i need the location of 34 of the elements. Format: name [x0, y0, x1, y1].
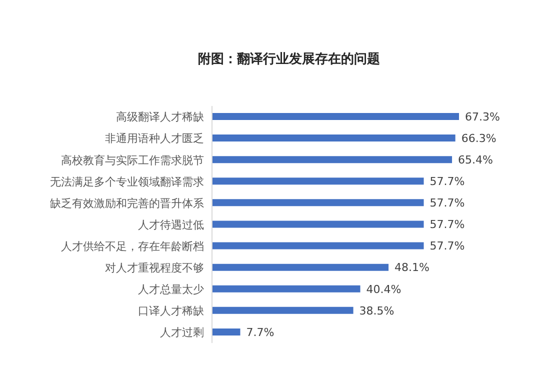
y-tick-label: 高校教育与实际工作需求脱节 — [61, 154, 204, 167]
data-label: 57.7% — [430, 175, 465, 188]
data-label: 57.7% — [430, 196, 465, 210]
bar — [212, 156, 452, 164]
y-tick-label: 无法满足多个专业领域翻译需求 — [50, 175, 204, 188]
data-label: 57.7% — [430, 240, 465, 253]
data-label: 66.3% — [461, 132, 496, 145]
data-label: 48.1% — [394, 261, 430, 274]
y-tick-label: 非通用语种人才匮乏 — [105, 132, 204, 146]
bar — [212, 306, 354, 314]
data-label: 57.7% — [430, 218, 465, 232]
data-label: 38.5% — [359, 304, 394, 318]
data-label: 65.4% — [458, 153, 493, 166]
bar — [212, 220, 424, 228]
bar — [212, 178, 424, 185]
bar — [212, 113, 459, 120]
y-tick-label: 对人才重视程度不够 — [105, 261, 204, 274]
y-tick-label: 人才待遇过低 — [138, 218, 204, 232]
y-tick-label: 人才供给不足，存在年龄断档 — [61, 240, 204, 253]
y-tick-label: 缺乏有效激励和完善的晋升体系 — [50, 196, 204, 210]
y-tick-label: 人才过剩 — [160, 326, 204, 340]
bar — [212, 328, 240, 336]
data-label: 40.4% — [366, 282, 402, 296]
y-tick-label: 口译人才稀缺 — [138, 304, 204, 318]
bar — [212, 242, 424, 250]
bar — [212, 134, 456, 142]
chart-title: 附图：翻译行业发展存在的问题 — [197, 51, 381, 68]
y-tick-label: 人才总量太少 — [138, 283, 204, 296]
y-tick-label: 高级翻译人才稀缺 — [116, 110, 204, 124]
bar — [212, 199, 424, 206]
data-label: 67.3% — [465, 110, 500, 124]
bar — [212, 264, 389, 271]
bar — [212, 285, 360, 292]
data-label: 7.7% — [246, 326, 274, 339]
